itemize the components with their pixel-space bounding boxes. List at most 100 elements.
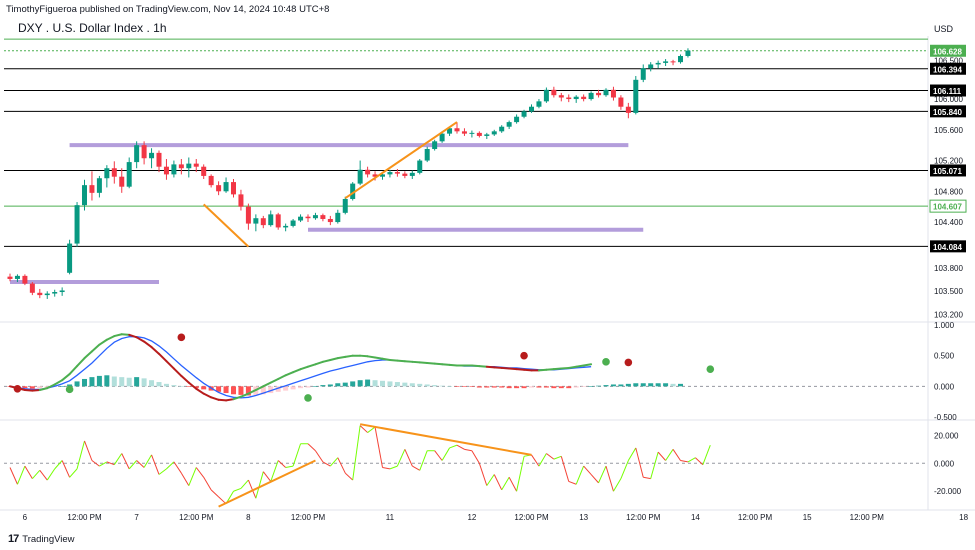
momentum-line-segment <box>627 447 637 461</box>
momentum-line-segment <box>344 472 354 481</box>
time-axis-label: 12:00 PM <box>738 513 773 522</box>
momentum-line-segment <box>553 455 562 460</box>
momentum-line-segment <box>329 457 339 467</box>
histogram-bar <box>529 386 534 388</box>
histogram-bar <box>171 385 177 387</box>
price-tick-label: 103.800 <box>934 264 963 273</box>
macd-line-segment <box>277 374 287 380</box>
momentum-line-segment <box>546 453 555 460</box>
histogram-bar <box>670 383 676 387</box>
candle-body <box>59 290 65 293</box>
histogram-bar <box>469 386 475 387</box>
histogram-bar <box>223 386 229 394</box>
histogram-bar <box>298 386 304 389</box>
histogram-bar <box>499 386 505 388</box>
macd-line-segment <box>314 360 324 366</box>
momentum-line-segment <box>292 443 302 467</box>
histogram-bar <box>201 386 207 390</box>
candle-body <box>119 176 125 187</box>
cross-marker <box>602 358 610 366</box>
histogram-bar <box>290 386 296 390</box>
macd-line-segment <box>68 365 79 376</box>
tradingview-brand[interactable]: 17 TradingView <box>8 533 75 545</box>
candle-body <box>454 128 460 132</box>
momentum-line-segment <box>173 461 182 474</box>
candle-body <box>469 132 475 134</box>
histogram-bar <box>439 385 445 387</box>
histogram-bar <box>476 386 482 388</box>
candle-body <box>588 92 594 100</box>
momentum-line-segment <box>702 444 711 465</box>
histogram-bar <box>216 386 222 392</box>
momentum-line-segment <box>255 471 264 499</box>
momentum-line-segment <box>39 469 48 481</box>
macd-line-segment <box>31 388 41 392</box>
momentum-line-segment <box>695 457 704 466</box>
macd-line-segment <box>381 357 391 361</box>
momentum-line-segment <box>382 467 391 470</box>
histogram-bar <box>640 383 646 387</box>
macd-line-segment <box>284 371 295 377</box>
histogram-bar <box>387 381 393 387</box>
histogram-bar <box>327 384 333 387</box>
momentum-line-segment <box>91 460 100 467</box>
macd-line-segment <box>135 336 146 343</box>
price-tag <box>930 84 966 97</box>
candle-body <box>193 163 199 167</box>
trendline <box>359 423 532 456</box>
macd-line-segment <box>76 357 86 368</box>
candle-body <box>22 275 28 284</box>
momentum-line-segment <box>31 469 41 479</box>
histogram-bar <box>573 386 579 388</box>
candle-body <box>223 182 229 192</box>
candle-body <box>424 149 430 161</box>
candle-body <box>216 185 222 192</box>
histogram-bar <box>245 386 251 396</box>
price-tag-label: 106.628 <box>933 47 962 56</box>
histogram-bar <box>275 386 281 392</box>
candle-body <box>663 61 669 63</box>
histogram-bar <box>126 377 132 387</box>
histogram-bar <box>380 380 385 387</box>
momentum-line-segment <box>583 465 592 475</box>
macd-line-segment <box>232 395 242 401</box>
macd-line-segment <box>172 367 183 377</box>
histogram-bar <box>156 382 162 387</box>
momentum-line-segment <box>605 465 614 492</box>
macd-line-segment <box>336 355 347 360</box>
candle-body <box>655 62 661 65</box>
candle-body <box>372 174 378 177</box>
macd-line-segment <box>396 359 406 363</box>
histogram-bar <box>588 386 594 387</box>
histogram-bar <box>260 386 266 395</box>
histogram-bar <box>335 383 341 387</box>
macd-line-segment <box>523 368 533 372</box>
momentum-line-segment <box>143 454 152 468</box>
candle-body <box>365 169 371 175</box>
histogram-bar <box>610 384 616 387</box>
momentum-line-segment <box>180 472 190 486</box>
candle-body <box>245 206 251 224</box>
momentum-line-segment <box>69 468 78 478</box>
momentum-line-segment <box>568 480 577 485</box>
price-tag-label: 106.111 <box>933 87 962 96</box>
candle-body <box>394 172 400 174</box>
histogram-bar <box>551 386 557 389</box>
histogram-bar <box>357 380 363 387</box>
candle-body <box>536 101 542 107</box>
candle-body <box>342 198 348 213</box>
histogram-bar <box>581 386 587 387</box>
candle-body <box>514 116 520 123</box>
candle-body <box>566 97 572 100</box>
macd-line-segment <box>388 358 399 362</box>
price-tag-label: 105.840 <box>933 108 962 117</box>
momentum-line-segment <box>657 451 666 461</box>
momentum-line-segment <box>99 461 108 467</box>
oscillator-tick-label: -0.500 <box>934 413 957 422</box>
candle-body <box>387 172 393 175</box>
time-axis-label: 13 <box>579 513 588 522</box>
candle-body <box>96 178 102 193</box>
momentum-line-segment <box>240 479 249 489</box>
momentum-line-segment <box>516 456 525 492</box>
